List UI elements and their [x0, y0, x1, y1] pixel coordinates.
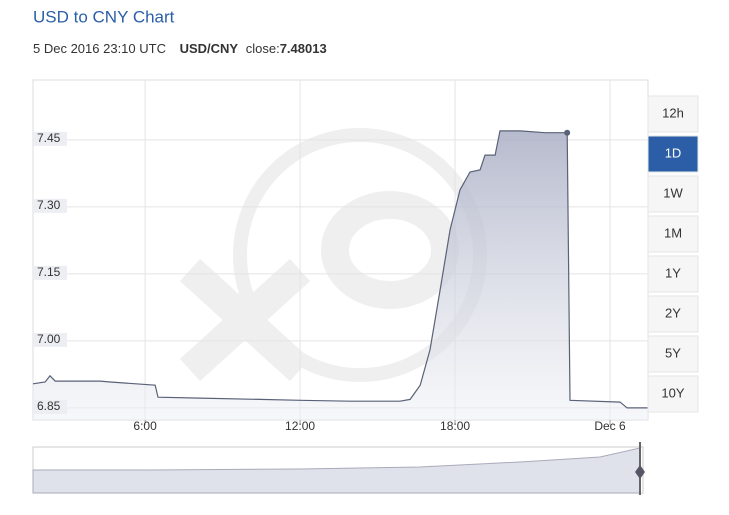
y-tick-label-bg: [34, 131, 67, 146]
line: [32, 130, 648, 409]
range-button-label[interactable]: 1Y: [665, 265, 681, 280]
range-button-label[interactable]: 5Y: [665, 345, 681, 360]
y-tick-label: 7.30: [37, 198, 61, 212]
range-button[interactable]: [647, 135, 699, 173]
close-value: 7.48013: [280, 41, 327, 56]
navigator-area: [32, 447, 641, 494]
range-button[interactable]: [647, 95, 699, 133]
plot: 6:00 12:00 18:00 Dec 6 6.85 7.00 7.15 7.30 7.45: [32, 80, 648, 433]
range-button[interactable]: [647, 375, 699, 413]
range-button[interactable]: [647, 295, 699, 333]
time: 5 Dec 2016 23:10 UTC: [33, 41, 166, 56]
y-tick-label: 7.45: [37, 131, 61, 145]
x-tick-label: 6:00: [133, 419, 157, 433]
x-tick-label: 18:00: [440, 419, 470, 433]
y-tick-label: 7.00: [37, 332, 61, 346]
range-button-label[interactable]: 1M: [664, 225, 682, 240]
navigator-grip[interactable]: [635, 465, 645, 479]
y-tick-label: 7.15: [37, 265, 61, 279]
y-tick-label-bg: [34, 399, 67, 414]
pair: USD/CNY: [180, 41, 239, 56]
range-button[interactable]: [647, 215, 699, 253]
x-tick-label: Dec 6: [594, 419, 626, 433]
range-buttons: 12h 1D 1W 1M 1Y 2Y 5Y 10Y: [647, 95, 699, 413]
end-point: [564, 129, 571, 136]
range-button[interactable]: [647, 175, 699, 213]
area: [33, 130, 648, 420]
y-tick-label: 6.85: [37, 399, 61, 413]
y-tick-label-bg: [34, 332, 67, 347]
range-button-label[interactable]: 12h: [662, 105, 684, 120]
range-button-label[interactable]: 2Y: [665, 305, 681, 320]
range-button-label[interactable]: 10Y: [661, 385, 684, 400]
range-button[interactable]: [647, 335, 699, 373]
close-label: close:: [246, 41, 280, 56]
range-button-label[interactable]: 1W: [663, 185, 683, 200]
chart-title: USD to CNY Chart: [33, 7, 175, 26]
y-tick-label-bg: [34, 198, 67, 213]
y-tick-label-bg: [34, 265, 67, 280]
range-button-label[interactable]: 1D: [665, 145, 682, 160]
subtitle: 5 Dec 2016 23:10 UTC USD/CNY close:7.480…: [33, 41, 327, 56]
x-tick-label: 12:00: [285, 419, 315, 433]
range-button[interactable]: [647, 255, 699, 293]
